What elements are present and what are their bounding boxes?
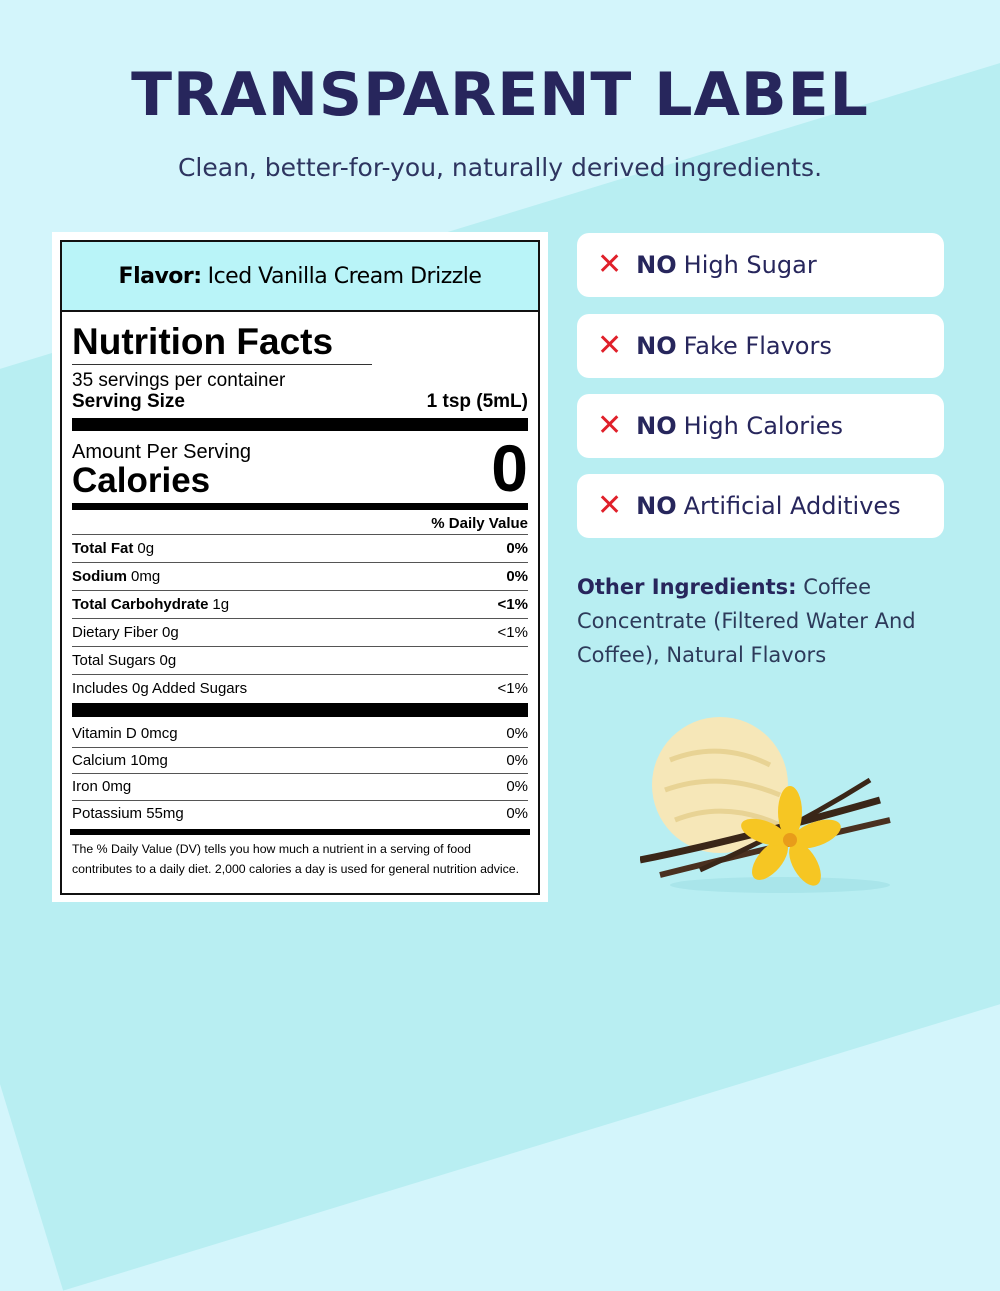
divider-thick: [72, 703, 528, 717]
claim-card: ✕ NO High Calories: [577, 394, 944, 458]
nutrient-amount: 1g: [212, 596, 230, 613]
page-title: TRANSPARENT LABEL: [131, 60, 869, 130]
divider-thick: [72, 418, 528, 431]
calories-value: 0: [491, 431, 528, 505]
vitamin-row: Potassium 55mg 0%: [72, 801, 528, 828]
claim-prefix: NO: [636, 412, 677, 440]
claim-card: ✕ NO Artificial Additives: [577, 474, 944, 538]
nutrition-label: Flavor: Iced Vanilla Cream Drizzle Nutri…: [60, 240, 540, 895]
claim-prefix: NO: [636, 332, 677, 360]
nutrient-text: Dietary Fiber 0g: [72, 624, 179, 641]
x-mark-icon: ✕: [597, 328, 623, 363]
nutrient-row: Sodium 0mg 0%: [72, 563, 528, 591]
x-mark-icon: ✕: [597, 408, 623, 443]
divider-medium: [70, 829, 530, 835]
claim-text: High Calories: [683, 412, 844, 440]
claim-text: Artificial Additives: [683, 492, 901, 520]
footnote: The % Daily Value (DV) tells you how muc…: [72, 842, 520, 876]
nutrient-dv: 0%: [506, 540, 528, 557]
servings-per-container: 35 servings per container: [72, 370, 286, 391]
page-subtitle: Clean, better-for-you, naturally derived…: [177, 153, 823, 182]
nutrient-dv: <1%: [497, 624, 528, 641]
vitamin-row: Vitamin D 0mcg 0%: [72, 721, 528, 748]
nutrient-dv: <1%: [497, 680, 528, 697]
daily-value-header: % Daily Value: [72, 514, 528, 535]
nutrition-facts-title: Nutrition Facts: [72, 320, 372, 365]
ice-cream-vanilla-illustration: [640, 717, 891, 893]
vitamin-dv: 0%: [506, 778, 528, 795]
vitamin-text: Iron 0mg: [72, 778, 132, 795]
claim-card: ✕ NO Fake Flavors: [577, 314, 944, 378]
label-backing: [52, 232, 548, 902]
other-ingredients: Other Ingredients: Coffee Concentrate (F…: [577, 570, 957, 672]
nutrient-amount: 0mg: [131, 568, 161, 585]
vitamin-row: Calcium 10mg 0%: [72, 748, 528, 774]
vitamin-text: Vitamin D 0mcg: [72, 725, 178, 742]
serving-size-label: Serving Size: [72, 391, 185, 412]
vitamin-row: Iron 0mg 0%: [72, 774, 528, 801]
calories-label: Calories: [72, 461, 211, 500]
nutrient-name: Sodium: [72, 568, 127, 585]
vitamin-dv: 0%: [506, 804, 528, 822]
vitamin-dv: 0%: [506, 725, 528, 742]
vitamin-dv: 0%: [506, 751, 528, 769]
divider-medium: [72, 503, 528, 510]
claim-text: Fake Flavors: [683, 332, 832, 360]
serving-size: Serving Size 1 tsp (5mL): [72, 391, 528, 413]
nutrient-row: Includes 0g Added Sugars <1%: [72, 675, 528, 703]
other-ingredients-text: Coffee Concentrate (Filtered Water And C…: [577, 575, 916, 667]
nutrient-row: Total Carbohydrate 1g <1%: [72, 591, 528, 619]
nutrient-text: Total Sugars 0g: [72, 652, 177, 669]
flavor-header: Flavor: Iced Vanilla Cream Drizzle: [62, 242, 538, 312]
x-mark-icon: ✕: [597, 247, 623, 282]
serving-size-value: 1 tsp (5mL): [426, 391, 528, 412]
vitamin-text: Calcium 10mg: [72, 751, 168, 769]
nutrient-dv: 0%: [506, 568, 528, 585]
nutrient-row: Total Sugars 0g: [72, 647, 528, 675]
flavor-value: Iced Vanilla Cream Drizzle: [207, 263, 482, 289]
nutrient-row: Total Fat 0g 0%: [72, 535, 528, 563]
claim-prefix: NO: [636, 251, 677, 279]
nutrient-name: Total Fat: [72, 540, 134, 557]
claim-prefix: NO: [636, 492, 677, 520]
nutrient-amount: 0g: [137, 540, 155, 557]
nutrient-name: Total Carbohydrate: [72, 596, 209, 613]
calories-section: Amount Per Serving Calories 0: [72, 431, 528, 505]
vitamin-text: Potassium 55mg: [72, 804, 184, 822]
amount-per-serving: Amount Per Serving: [72, 441, 251, 463]
nutrient-dv: <1%: [497, 596, 528, 613]
nutrient-row: Dietary Fiber 0g <1%: [72, 619, 528, 647]
flavor-label: Flavor:: [118, 263, 203, 289]
claim-card: ✕ NO High Sugar: [577, 233, 944, 297]
nutrient-text: Includes 0g Added Sugars: [72, 680, 248, 697]
claim-text: High Sugar: [683, 251, 817, 279]
other-ingredients-label: Other Ingredients:: [577, 575, 797, 599]
x-mark-icon: ✕: [597, 488, 623, 523]
